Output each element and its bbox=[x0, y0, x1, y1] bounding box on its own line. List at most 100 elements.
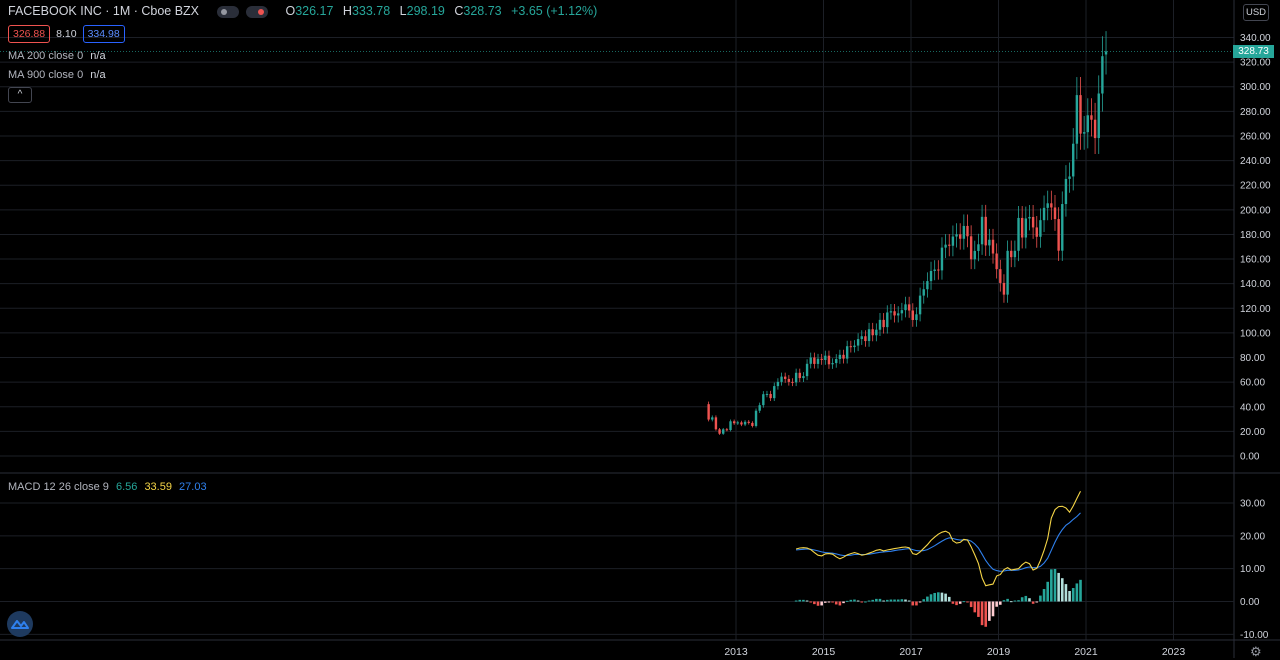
settings-gear-icon[interactable]: ⚙ bbox=[1250, 644, 1262, 659]
macd-hist-value: 6.56 bbox=[115, 481, 138, 493]
candle-body bbox=[1053, 207, 1057, 220]
ma200-legend[interactable]: MA 200 close 0 n/a bbox=[8, 50, 106, 62]
ma200-value: n/a bbox=[90, 50, 106, 62]
macd-histogram-bar bbox=[794, 600, 798, 602]
time-tick-label: 2017 bbox=[899, 646, 923, 658]
candle-body bbox=[878, 319, 882, 330]
macd-tick-label: -10.00 bbox=[1240, 630, 1269, 641]
candle-body bbox=[962, 225, 966, 239]
candle-body bbox=[758, 405, 761, 411]
candle-body bbox=[904, 304, 907, 311]
macd-histogram-bar bbox=[929, 594, 933, 602]
candle-body bbox=[769, 393, 772, 399]
macd-histogram-bar bbox=[856, 600, 860, 602]
macd-histogram-bar bbox=[1053, 568, 1057, 602]
candle-body bbox=[988, 239, 991, 246]
candle-body bbox=[747, 421, 750, 423]
price-tick-label: 160.00 bbox=[1240, 255, 1271, 266]
macd-histogram-bar bbox=[882, 600, 885, 602]
macd-histogram-bar bbox=[1046, 581, 1049, 602]
macd-histogram-bar bbox=[904, 599, 907, 602]
macd-histogram-bar bbox=[798, 599, 802, 602]
close-key: C bbox=[454, 4, 464, 18]
candle-body bbox=[845, 346, 849, 359]
high-value: 333.78 bbox=[351, 4, 391, 18]
price-tick-label: 40.00 bbox=[1240, 402, 1265, 413]
ma900-label: MA 900 close 0 bbox=[8, 69, 84, 81]
candle-body bbox=[1013, 250, 1017, 258]
candle-body bbox=[1104, 51, 1108, 55]
candle-body bbox=[762, 394, 765, 406]
macd-histogram-bar bbox=[896, 599, 900, 602]
candle-body bbox=[754, 410, 758, 426]
ma900-legend[interactable]: MA 900 close 0 n/a bbox=[8, 69, 106, 81]
price-tick-label: 20.00 bbox=[1240, 427, 1265, 438]
candle-body bbox=[1093, 119, 1097, 139]
macd-histogram-bar bbox=[860, 601, 864, 603]
macd-signal-value: 27.03 bbox=[179, 481, 207, 493]
currency-button[interactable]: USD bbox=[1243, 4, 1269, 21]
macd-histogram-bar bbox=[988, 601, 991, 621]
low-value: 298.19 bbox=[406, 4, 445, 18]
macd-histogram-bar bbox=[827, 601, 831, 603]
macd-legend[interactable]: MACD 12 26 close 9 6.56 33.59 27.03 bbox=[8, 481, 207, 493]
price-tick-label: 140.00 bbox=[1240, 279, 1271, 290]
symbol-legend[interactable]: FACEBOOK INC · 1M · Cboe BZX O326.17 H33… bbox=[8, 4, 597, 18]
candle-body bbox=[1039, 220, 1042, 237]
macd-histogram-bar bbox=[1064, 584, 1068, 602]
ohlc-readout: O326.17 H333.78 L298.19 C328.73 +3.65 (+… bbox=[279, 4, 597, 18]
macd-histogram-bar bbox=[878, 598, 882, 602]
eye-icon[interactable] bbox=[216, 5, 239, 18]
macd-histogram-bar bbox=[875, 598, 878, 602]
macd-histogram-bar bbox=[951, 601, 955, 604]
axes: 0.00 20.00 40.00 60.00 80.00 100.00 120.00 140.… bbox=[724, 33, 1271, 658]
price-candles bbox=[707, 31, 1108, 435]
ask-price[interactable]: 334.98 bbox=[82, 25, 125, 43]
candle-body bbox=[926, 281, 929, 290]
macd-histogram-bar bbox=[867, 600, 871, 602]
candle-body bbox=[1006, 250, 1009, 295]
candle-body bbox=[780, 376, 783, 382]
price-tick-label: 340.00 bbox=[1240, 33, 1271, 44]
macd-histogram-bar bbox=[977, 601, 980, 617]
macd-histogram-bar bbox=[834, 601, 838, 605]
logo-icon[interactable] bbox=[7, 611, 33, 637]
candle-body bbox=[802, 376, 805, 379]
close-icon[interactable] bbox=[245, 5, 268, 18]
collapse-legend-button[interactable]: ^ bbox=[8, 87, 32, 103]
price-tick-label: 240.00 bbox=[1240, 156, 1271, 167]
macd-histogram-bar bbox=[1068, 590, 1071, 602]
macd-histogram-bar bbox=[958, 601, 962, 604]
candle-body bbox=[1024, 218, 1028, 238]
candle-body bbox=[1079, 95, 1082, 134]
candle-body bbox=[824, 355, 827, 360]
macd-tick-label: 0.00 bbox=[1240, 597, 1260, 608]
symbol-title[interactable]: FACEBOOK INC · 1M · Cboe BZX bbox=[8, 4, 200, 18]
macd-histogram-bar bbox=[973, 601, 977, 613]
candle-body bbox=[893, 311, 896, 316]
close-value: 328.73 bbox=[463, 4, 502, 18]
price-tick-label: 100.00 bbox=[1240, 328, 1271, 339]
candle-body bbox=[736, 422, 739, 424]
macd-tick-label: 10.00 bbox=[1240, 564, 1265, 575]
macd-histogram-bar bbox=[816, 601, 820, 606]
bid-price[interactable]: 326.88 bbox=[8, 25, 51, 43]
macd-histogram-bar bbox=[1009, 601, 1013, 603]
macd-histogram-bar bbox=[805, 600, 809, 602]
candle-body bbox=[977, 244, 980, 251]
macd-histogram-bar bbox=[849, 599, 853, 602]
price-tick-label: 260.00 bbox=[1240, 131, 1271, 142]
macd-histogram-bar bbox=[1028, 598, 1031, 602]
candle-body bbox=[783, 376, 787, 379]
candle-body bbox=[842, 354, 845, 359]
candle-body bbox=[1035, 227, 1038, 237]
candle-body bbox=[929, 270, 933, 282]
ma900-value: n/a bbox=[90, 69, 106, 81]
macd-histogram-bar bbox=[1002, 600, 1006, 602]
open-key: O bbox=[285, 4, 296, 18]
macd-histogram-bar bbox=[907, 600, 911, 602]
macd-histogram-bar bbox=[911, 601, 915, 606]
macd-label: MACD 12 26 close 9 bbox=[8, 481, 109, 493]
high-key: H bbox=[342, 4, 352, 18]
